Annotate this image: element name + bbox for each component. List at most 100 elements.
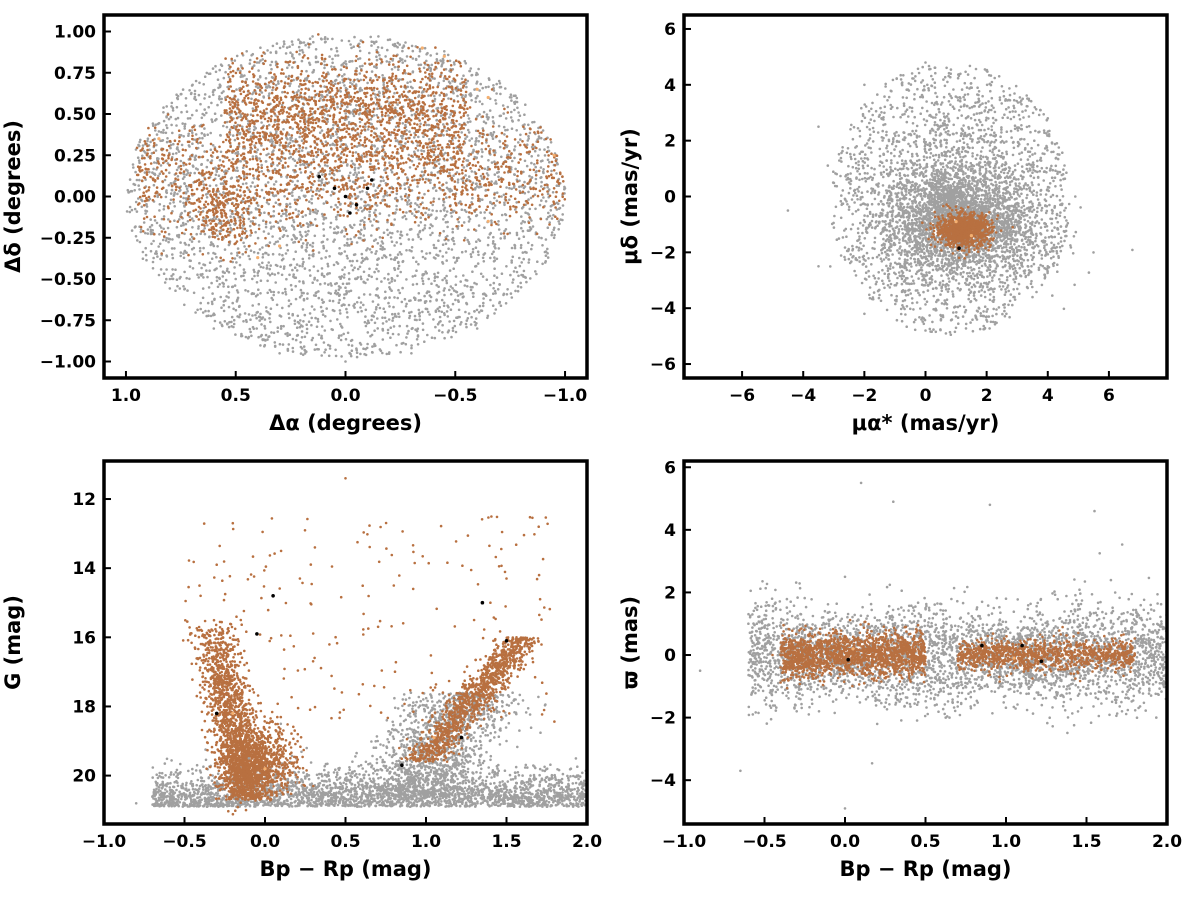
texture-point (337, 197, 340, 200)
texture-point (247, 254, 250, 258)
texture-point (327, 283, 330, 286)
texture-point (345, 130, 348, 133)
texture-point (302, 260, 305, 264)
texture-point (399, 162, 402, 165)
texture-point (252, 327, 256, 331)
texture-point (339, 128, 343, 132)
texture-point (341, 183, 344, 187)
texture-point (234, 169, 237, 172)
texture-point (360, 261, 363, 264)
texture-point (176, 284, 179, 288)
texture-point (471, 193, 474, 196)
texture-point (498, 85, 502, 89)
texture-point (543, 154, 547, 157)
texture-point (302, 291, 305, 295)
texture-point (182, 201, 185, 205)
texture-point (417, 95, 420, 99)
texture-point (540, 236, 543, 240)
texture-point (347, 174, 351, 178)
texture-point (191, 226, 194, 229)
texture-point (408, 311, 411, 315)
texture-point (501, 104, 505, 107)
texture-point (524, 103, 527, 106)
texture-point (202, 123, 205, 127)
texture-point (243, 271, 247, 274)
texture-point (423, 166, 426, 170)
texture-point (340, 334, 343, 337)
texture-point (179, 251, 183, 254)
texture-point (329, 226, 332, 229)
texture-point (485, 278, 489, 282)
texture-point (506, 128, 509, 132)
texture-point (192, 192, 196, 196)
texture-point (437, 285, 440, 289)
texture-point (385, 60, 389, 63)
texture-point (251, 114, 255, 117)
texture-point (552, 202, 556, 205)
texture-point (417, 135, 420, 139)
texture-point (355, 351, 359, 355)
texture-point (369, 117, 373, 121)
texture-point (251, 167, 255, 171)
texture-point (243, 227, 247, 231)
texture-point (162, 215, 166, 218)
texture-point (359, 232, 363, 236)
texture-point (421, 90, 425, 93)
texture-point (483, 226, 486, 229)
texture-point (450, 335, 453, 339)
texture-point (370, 122, 374, 126)
texture-point (251, 277, 254, 281)
texture-point (499, 232, 503, 235)
texture-point (474, 214, 478, 218)
texture-point (457, 220, 461, 224)
texture-point (159, 268, 163, 271)
texture-point (496, 161, 499, 164)
texture-point (393, 244, 396, 247)
texture-point (394, 211, 397, 214)
texture-point (266, 49, 269, 52)
texture-point (348, 150, 352, 153)
texture-point (329, 136, 333, 140)
texture-point (416, 343, 420, 346)
texture-point (183, 127, 186, 130)
texture-point (229, 226, 232, 230)
texture-point (313, 139, 316, 143)
texture-point (249, 220, 253, 223)
texture-point (280, 103, 284, 107)
texture-point (234, 71, 238, 75)
texture-point (443, 293, 446, 297)
texture-point (395, 343, 398, 347)
texture-point (328, 114, 332, 118)
texture-point (395, 256, 399, 260)
texture-point (299, 79, 302, 82)
texture-point (413, 153, 417, 156)
texture-point (185, 251, 188, 254)
texture-point (188, 117, 192, 120)
texture-point (357, 152, 360, 156)
texture-point (395, 189, 399, 192)
texture-point (460, 77, 464, 81)
texture-point (505, 165, 508, 168)
texture-point (550, 169, 553, 173)
texture-point (196, 308, 199, 312)
texture-point (194, 154, 198, 158)
texture-point (532, 187, 535, 191)
texture-point (279, 219, 282, 223)
texture-point (471, 181, 475, 185)
texture-point (217, 222, 221, 225)
texture-point (415, 216, 418, 219)
texture-point (358, 190, 362, 194)
texture-point (340, 355, 343, 358)
texture-point (418, 47, 422, 51)
texture-point (342, 161, 345, 164)
texture-point (286, 66, 289, 70)
texture-point (148, 170, 151, 174)
texture-point (300, 114, 304, 117)
texture-point (312, 70, 315, 74)
texture-point (373, 311, 377, 314)
texture-point (481, 198, 484, 201)
texture-point (544, 200, 548, 203)
texture-point (242, 274, 245, 278)
texture-point (405, 129, 408, 132)
texture-point (240, 232, 244, 236)
